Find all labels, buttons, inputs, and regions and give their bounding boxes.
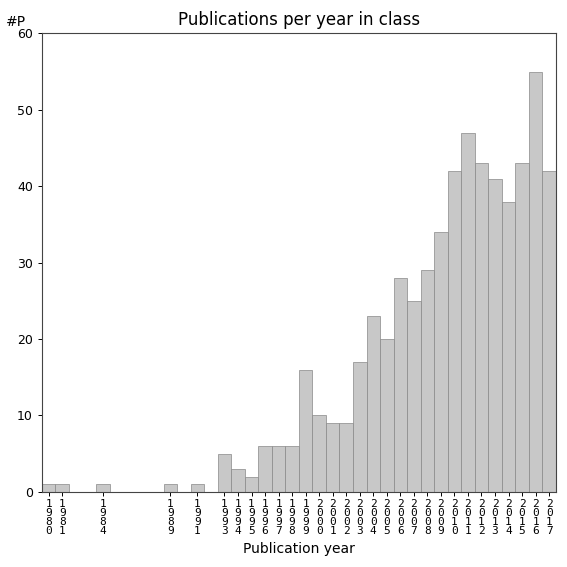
Bar	[529, 71, 543, 492]
Bar	[353, 362, 366, 492]
Bar	[285, 446, 299, 492]
Bar	[326, 423, 340, 492]
Bar	[96, 484, 109, 492]
Bar	[272, 446, 285, 492]
X-axis label: Publication year: Publication year	[243, 542, 355, 556]
Bar	[299, 370, 312, 492]
Text: #P: #P	[6, 15, 26, 29]
Bar	[407, 301, 421, 492]
Bar	[543, 171, 556, 492]
Bar	[475, 163, 488, 492]
Bar	[380, 339, 393, 492]
Bar	[488, 179, 502, 492]
Bar	[434, 232, 448, 492]
Bar	[312, 416, 326, 492]
Bar	[502, 201, 515, 492]
Bar	[164, 484, 177, 492]
Bar	[245, 476, 259, 492]
Bar	[393, 278, 407, 492]
Bar	[515, 163, 529, 492]
Bar	[340, 423, 353, 492]
Bar	[366, 316, 380, 492]
Bar	[42, 484, 56, 492]
Bar	[461, 133, 475, 492]
Bar	[231, 469, 245, 492]
Bar	[448, 171, 461, 492]
Bar	[191, 484, 204, 492]
Bar	[421, 270, 434, 492]
Bar	[218, 454, 231, 492]
Bar	[56, 484, 69, 492]
Bar	[259, 446, 272, 492]
Title: Publications per year in class: Publications per year in class	[178, 11, 420, 29]
